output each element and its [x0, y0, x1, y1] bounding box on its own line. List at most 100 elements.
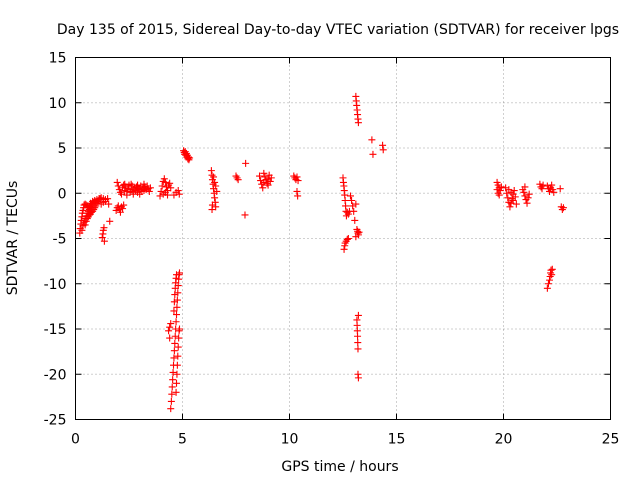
- data-point: [173, 303, 181, 311]
- data-point: [172, 318, 180, 326]
- data-point: [171, 339, 179, 347]
- data-point: [523, 199, 531, 207]
- data-point: [119, 205, 127, 213]
- data-point: [242, 159, 250, 167]
- data-point: [165, 327, 173, 335]
- data-point: [547, 266, 555, 274]
- data-point: [207, 167, 215, 175]
- data-point: [174, 187, 182, 195]
- data-point: [348, 196, 356, 204]
- data-point: [124, 185, 132, 193]
- data-point: [293, 187, 301, 195]
- y-tick-label: 10: [49, 96, 67, 112]
- data-point: [167, 320, 175, 328]
- data-point: [259, 184, 267, 192]
- data-point: [234, 176, 242, 184]
- data-point: [98, 234, 106, 242]
- x-axis-label: GPS time / hours: [281, 459, 398, 475]
- data-point: [173, 379, 181, 387]
- data-point: [354, 345, 362, 353]
- data-point: [294, 192, 302, 200]
- data-point: [506, 203, 514, 211]
- y-tick-label: -5: [53, 232, 67, 248]
- data-point: [508, 195, 516, 203]
- data-point: [355, 228, 363, 236]
- data-point: [263, 179, 271, 187]
- data-point: [173, 361, 181, 369]
- tick-labels: 0 5 10 15 20 25 -25 -20 -15 -10 -5 0 5 10 15: [44, 51, 620, 448]
- data-point: [211, 178, 219, 186]
- x-tick-label: 5: [178, 432, 187, 448]
- data-point: [379, 141, 387, 149]
- data-point: [538, 185, 546, 193]
- y-tick-label: -15: [44, 322, 67, 338]
- data-points: [76, 92, 567, 413]
- data-point: [260, 169, 268, 177]
- data-point: [256, 172, 264, 180]
- data-point: [170, 307, 178, 315]
- data-point: [354, 119, 362, 127]
- data-point: [81, 221, 89, 229]
- data-point: [173, 311, 181, 319]
- data-point: [170, 347, 178, 355]
- data-point: [294, 177, 302, 185]
- data-point: [548, 265, 556, 273]
- data-point: [169, 368, 177, 376]
- data-point: [121, 180, 129, 188]
- x-tick-label: 0: [71, 432, 80, 448]
- data-point: [174, 343, 182, 351]
- data-point: [166, 323, 174, 331]
- data-point: [352, 200, 360, 208]
- data-point: [208, 206, 216, 214]
- data-point: [210, 173, 218, 181]
- data-point: [167, 397, 175, 405]
- data-point: [100, 237, 108, 245]
- data-point: [350, 207, 358, 215]
- y-axis-label: SDTVAR / TECUs: [5, 181, 21, 296]
- data-point: [293, 173, 301, 181]
- data-point: [167, 184, 175, 192]
- data-point: [241, 211, 249, 219]
- data-point: [351, 216, 359, 224]
- data-point: [158, 182, 166, 190]
- data-point: [556, 185, 564, 193]
- data-point: [116, 208, 124, 216]
- y-tick-label: 5: [58, 141, 67, 157]
- chart-title: Day 135 of 2015, Sidereal Day-to-day VTE…: [57, 22, 619, 38]
- data-point: [521, 192, 529, 200]
- data-point: [78, 226, 86, 234]
- data-point: [140, 180, 148, 188]
- data-point: [106, 217, 114, 225]
- data-point: [174, 352, 182, 360]
- data-point: [521, 183, 529, 191]
- data-point: [559, 204, 567, 212]
- data-point: [512, 200, 520, 208]
- data-point: [548, 271, 556, 279]
- data-point: [168, 390, 176, 398]
- data-point: [164, 191, 172, 199]
- data-point: [504, 194, 512, 202]
- data-point: [166, 334, 174, 342]
- data-point: [212, 182, 220, 190]
- data-point: [173, 271, 181, 279]
- data-point: [136, 190, 144, 198]
- data-point: [550, 188, 558, 196]
- data-point: [548, 181, 556, 189]
- data-point: [544, 280, 552, 288]
- data-point: [173, 370, 181, 378]
- data-point: [546, 276, 554, 284]
- data-point: [507, 188, 515, 196]
- data-point: [156, 192, 164, 200]
- data-point: [264, 181, 272, 189]
- data-point: [257, 177, 265, 185]
- y-tick-label: -10: [44, 277, 67, 293]
- data-point: [170, 354, 178, 362]
- data-point: [379, 146, 387, 154]
- data-point: [114, 202, 122, 210]
- data-point: [114, 182, 122, 190]
- data-point: [113, 178, 121, 186]
- data-point: [354, 311, 362, 319]
- data-point: [171, 332, 179, 340]
- data-point: [120, 201, 128, 209]
- data-point: [186, 154, 194, 162]
